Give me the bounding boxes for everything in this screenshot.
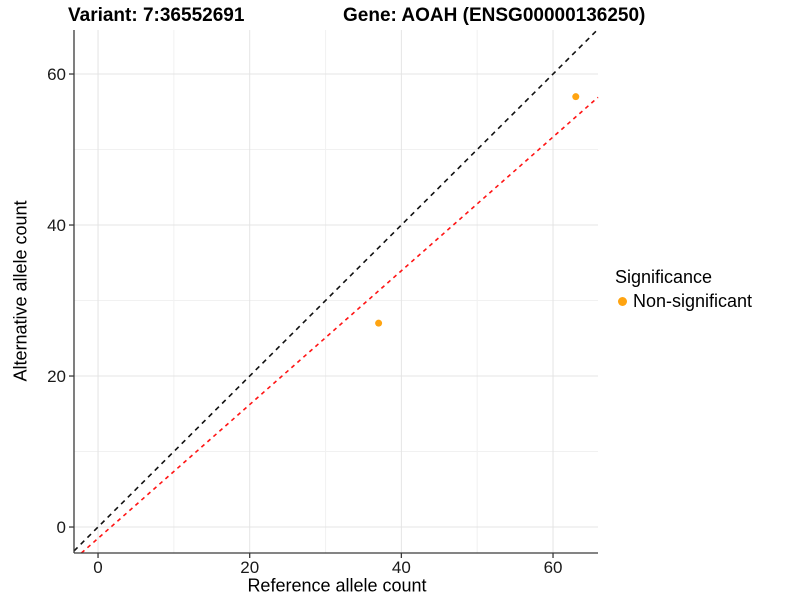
- y-tick-label: 0: [57, 518, 66, 537]
- y-axis-title: Alternative allele count: [10, 200, 31, 382]
- gene-title: Gene: AOAH (ENSG00000136250): [343, 5, 646, 26]
- identity-line: [73, 29, 598, 552]
- variant-title: Variant: 7:36552691: [68, 5, 245, 26]
- x-tick-label: 60: [544, 558, 563, 577]
- y-tick-label: 60: [47, 65, 66, 84]
- legend-item-label: Non-significant: [633, 291, 753, 311]
- x-tick-label: 40: [392, 558, 411, 577]
- data-point: [572, 93, 580, 101]
- x-tick-label: 20: [240, 558, 259, 577]
- y-tick-label: 40: [47, 216, 66, 235]
- y-tick-label: 20: [47, 367, 66, 386]
- legend-item: Non-significant: [615, 291, 752, 312]
- x-axis-title: Reference allele count: [247, 575, 427, 596]
- x-tick-label: 0: [93, 558, 102, 577]
- data-point: [375, 319, 383, 327]
- legend: Significance Non-significant: [615, 267, 752, 312]
- legend-title: Significance: [615, 267, 713, 287]
- fit-line: [80, 96, 599, 554]
- legend-key-dot-icon: [618, 297, 627, 306]
